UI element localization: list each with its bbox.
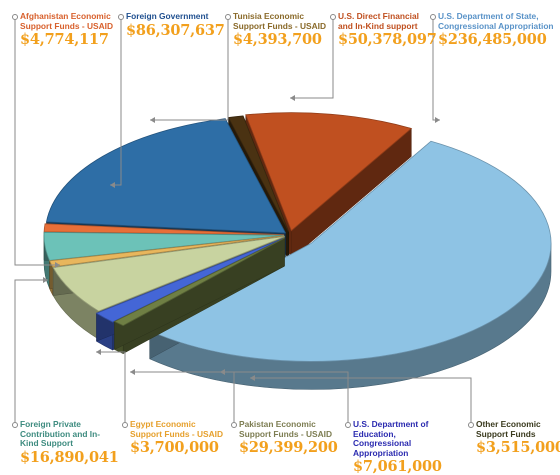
leader-dot [231, 422, 237, 428]
slice-name: Afghanistan Economic Support Funds - USA… [20, 11, 114, 31]
leader-arrow [55, 262, 60, 268]
leader-line [14, 20, 60, 266]
slice-label: Afghanistan Economic Support Funds - USA… [20, 11, 115, 49]
slice-name: Foreign Government [126, 11, 209, 21]
pie-slice [113, 237, 285, 355]
pie-tops [43, 112, 552, 390]
slice-label: Other Economic Support Funds $3,515,000 [476, 419, 560, 457]
leader-arrow [150, 117, 155, 123]
leader-dot [225, 14, 231, 20]
slice-label: U.S. Direct Financial and In-Kind suppor… [338, 11, 437, 49]
slice-name: U.S. Department of Education, Congressio… [353, 419, 429, 458]
slice-name: Other Economic Support Funds [476, 419, 541, 439]
slice-name: Egypt Economic Support Funds - USAID [130, 419, 224, 439]
leader-lines [14, 20, 472, 422]
slice-label: Foreign Private Contribution and In-Kind… [20, 419, 119, 466]
slice-value: $7,061,000 [353, 458, 442, 475]
slice-name: U.S. Direct Financial and In-Kind suppor… [338, 11, 419, 31]
slice-value: $29,399,200 [239, 439, 338, 457]
slice-value: $236,485,000 [438, 31, 547, 49]
slice-name: Tunisia Economic Support Funds - USAID [233, 11, 327, 31]
slice-label: Pakistan Economic Support Funds - USAID $… [239, 419, 338, 457]
leader-dot [12, 14, 18, 20]
leader-arrow [435, 117, 440, 123]
slice-name: U.S. Department of State, Congressional … [438, 11, 554, 31]
leader-dot [330, 14, 336, 20]
leader-line [220, 371, 349, 422]
leader-dot [118, 14, 124, 20]
leader-line [96, 351, 126, 422]
leader-dot [345, 422, 351, 428]
leader-line [130, 371, 235, 422]
leader-dot [468, 422, 474, 428]
slice-label: Egypt Economic Support Funds - USAID $3,7… [130, 419, 225, 457]
slice-label: Tunisia Economic Support Funds - USAID $4… [233, 11, 328, 49]
slice-value: $50,378,097 [338, 31, 437, 49]
slice-value: $86,307,637 [126, 21, 225, 39]
leader-arrow [290, 95, 295, 101]
slice-label: U.S. Department of State, Congressional … [438, 11, 558, 49]
slice-label: Foreign Government $86,307,637 [126, 11, 225, 39]
slice-name: Pakistan Economic Support Funds - USAID [239, 419, 333, 439]
leader-arrow [130, 369, 135, 375]
leader-arrow [110, 182, 115, 188]
leader-arrow [43, 277, 48, 283]
slice-value: $4,393,700 [233, 31, 322, 49]
leader-arrow [96, 349, 101, 355]
slice-value: $16,890,041 [20, 448, 119, 466]
leader-line [290, 20, 334, 99]
leader-dot [122, 422, 128, 428]
leader-line [14, 279, 48, 422]
slice-value: $3,515,000 [476, 439, 560, 457]
leader-dot [430, 14, 436, 20]
slice-name: Foreign Private Contribution and In-Kind… [20, 419, 101, 449]
leader-line [150, 20, 229, 121]
slice-value: $4,774,117 [20, 31, 109, 49]
leader-dot [12, 422, 18, 428]
slice-value: $3,700,000 [130, 439, 219, 457]
leader-arrow [250, 375, 255, 381]
slice-label: U.S. Department of Education, Congressio… [353, 419, 448, 475]
leader-line [250, 377, 472, 422]
